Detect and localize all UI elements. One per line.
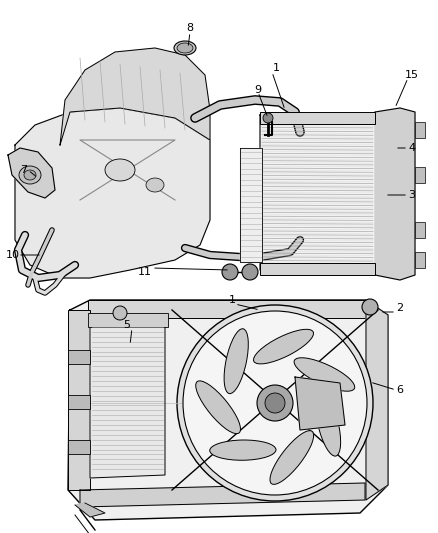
Circle shape bbox=[263, 113, 273, 123]
Bar bbox=[260, 112, 375, 124]
Text: 8: 8 bbox=[187, 23, 194, 33]
Polygon shape bbox=[375, 108, 415, 280]
Text: 6: 6 bbox=[396, 385, 403, 395]
Circle shape bbox=[222, 264, 238, 280]
Bar bbox=[88, 313, 168, 327]
Ellipse shape bbox=[210, 440, 276, 461]
Ellipse shape bbox=[196, 381, 240, 434]
Text: 4: 4 bbox=[409, 143, 416, 153]
Bar bbox=[415, 252, 425, 268]
Ellipse shape bbox=[315, 392, 341, 456]
Polygon shape bbox=[260, 115, 385, 275]
Text: 11: 11 bbox=[138, 267, 152, 277]
Polygon shape bbox=[60, 48, 210, 145]
Polygon shape bbox=[75, 503, 105, 517]
Bar bbox=[415, 222, 425, 238]
Text: 9: 9 bbox=[254, 85, 261, 95]
Ellipse shape bbox=[224, 329, 248, 394]
Ellipse shape bbox=[294, 358, 355, 391]
Polygon shape bbox=[68, 300, 388, 520]
Ellipse shape bbox=[174, 41, 196, 55]
Polygon shape bbox=[8, 148, 55, 198]
Text: 3: 3 bbox=[409, 190, 416, 200]
Circle shape bbox=[242, 264, 258, 280]
Circle shape bbox=[257, 385, 293, 421]
Polygon shape bbox=[90, 323, 165, 478]
Bar bbox=[415, 167, 425, 183]
Ellipse shape bbox=[177, 43, 193, 53]
Ellipse shape bbox=[254, 329, 314, 364]
Bar bbox=[415, 122, 425, 138]
Text: 1: 1 bbox=[229, 295, 236, 305]
Circle shape bbox=[183, 311, 367, 495]
Polygon shape bbox=[15, 108, 210, 278]
Text: 15: 15 bbox=[405, 70, 419, 80]
Bar bbox=[68, 310, 90, 490]
Polygon shape bbox=[80, 483, 365, 507]
Polygon shape bbox=[295, 377, 345, 430]
Text: 2: 2 bbox=[396, 303, 403, 313]
Bar bbox=[68, 350, 90, 364]
Text: 5: 5 bbox=[124, 320, 131, 330]
Bar bbox=[68, 395, 90, 409]
Bar bbox=[88, 300, 366, 318]
Ellipse shape bbox=[105, 159, 135, 181]
Circle shape bbox=[113, 306, 127, 320]
Circle shape bbox=[362, 299, 378, 315]
Ellipse shape bbox=[270, 431, 314, 484]
Text: 7: 7 bbox=[21, 165, 28, 175]
Ellipse shape bbox=[146, 178, 164, 192]
Ellipse shape bbox=[24, 170, 36, 180]
Text: 10: 10 bbox=[6, 250, 20, 260]
Polygon shape bbox=[240, 148, 262, 262]
Polygon shape bbox=[366, 300, 388, 500]
Bar bbox=[68, 440, 90, 454]
Ellipse shape bbox=[19, 166, 41, 184]
Circle shape bbox=[177, 305, 373, 501]
Circle shape bbox=[265, 393, 285, 413]
Text: 1: 1 bbox=[272, 63, 279, 73]
Bar bbox=[260, 263, 375, 275]
